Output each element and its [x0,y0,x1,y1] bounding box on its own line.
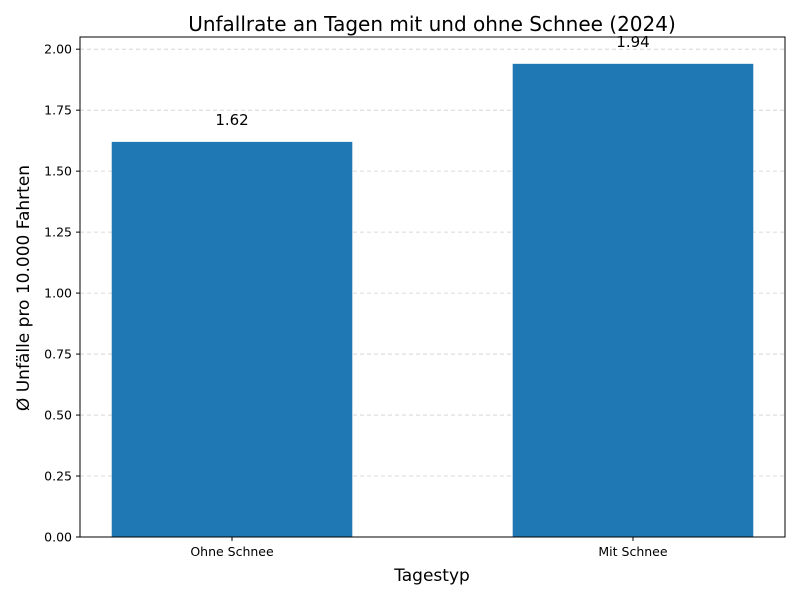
y-axis-label: Ø Unfälle pro 10.000 Fahrten [14,165,34,411]
bars [111,63,754,537]
y-tick-label: 1.00 [44,286,72,301]
x-tick-label: Mit Schnee [598,544,667,559]
bar-value-label: 1.94 [616,33,649,51]
y-tick-label: 1.75 [44,103,72,118]
x-axis-ticks: Ohne Schnee Mit Schnee [190,537,668,559]
y-tick-label: 1.25 [44,225,72,240]
chart-title: Unfallrate an Tagen mit und ohne Schnee … [188,12,676,36]
x-tick-label: Ohne Schnee [190,544,274,559]
y-tick-label: 0.75 [44,347,72,362]
y-tick-label: 0.50 [44,408,72,423]
x-axis-label: Tagestyp [393,566,470,586]
y-tick-label: 0.25 [44,469,72,484]
y-tick-label: 1.50 [44,164,72,179]
y-tick-label: 0.00 [44,530,72,545]
bar [512,63,754,537]
y-axis-ticks: 0.00 0.25 0.50 0.75 1.00 1.25 1.50 1.75 2.00 [44,42,80,545]
y-tick-label: 2.00 [44,42,72,57]
bar [111,141,353,537]
plot-frame [79,36,786,538]
bar-value-label: 1.62 [215,111,248,129]
